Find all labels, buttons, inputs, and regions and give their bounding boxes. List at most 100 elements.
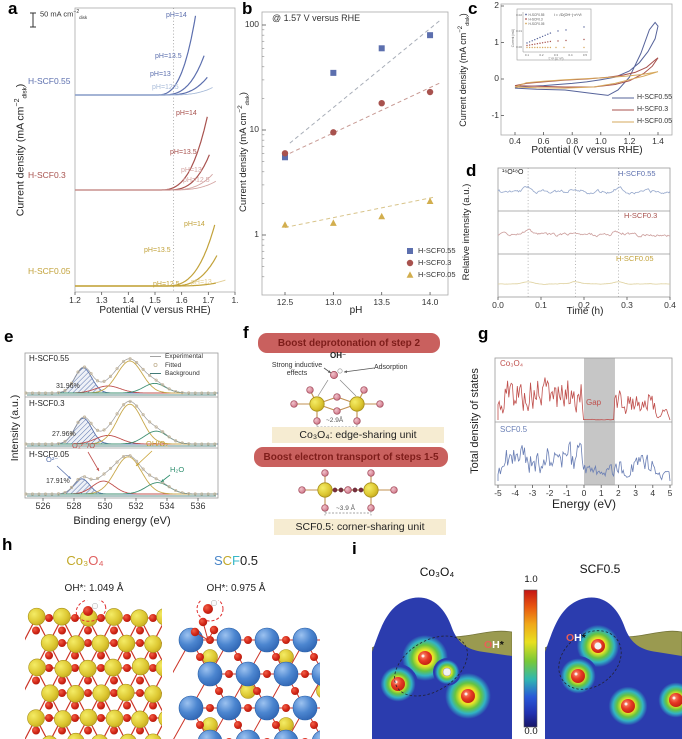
h-structure-scf05 — [173, 600, 320, 739]
i-oh-h-right: H — [574, 632, 582, 644]
g-x-tick-label: -5 — [494, 488, 502, 498]
g-x-tick-label: 3 — [633, 488, 638, 498]
inset-text: H-SCF0.3 — [529, 18, 543, 22]
scalebar-sub: disk — [79, 15, 88, 20]
g-x-tick-label: 4 — [650, 488, 656, 498]
a-series-label-scf005: H-SCF0.05 — [28, 266, 71, 276]
f-caption1-formula: Co₃O₄ — [299, 429, 330, 441]
inset-text: H-SCF0.55 — [529, 13, 545, 17]
b-ylabel-pre: Current density (mA cm — [238, 112, 250, 212]
f-distance-1: ~2.9Å — [326, 417, 344, 424]
e-legend-background: Background — [165, 370, 200, 377]
panel-label-f: f — [243, 323, 249, 342]
c-legend-item-scf005: H-SCF0.05 — [637, 118, 673, 125]
inset-text: t⁻¹/² (s⁻¹/²) — [549, 57, 564, 61]
e-subpanel-label-scf03: H-SCF0.3 — [29, 399, 65, 408]
c-ylabel-post: ) — [458, 13, 468, 17]
e-percent-scf005: 17.91% — [46, 478, 70, 485]
panel-d-plot — [497, 167, 671, 300]
i-oh-star-right: * — [581, 632, 586, 644]
f-banner-deprotonation: Boost deprotonation of step 2 — [258, 333, 440, 353]
a-x-tick-label: 1. — [231, 295, 239, 305]
inset-text: 0.2 — [539, 53, 544, 57]
i-oh-label-right: OH* — [566, 632, 586, 644]
g-x-tick-label: -4 — [511, 488, 519, 498]
c-ylabel-sub: disk — [464, 16, 471, 26]
e-x-tick-label: 536 — [190, 501, 206, 511]
a-ylabel-sup: −2 — [13, 98, 21, 107]
i-oh-label-left: OH* — [484, 639, 504, 651]
i-oh-h-left: H — [492, 639, 500, 651]
panel-label-d: d — [466, 161, 477, 180]
c-x-tick-label: 0.8 — [566, 136, 579, 146]
g-series-label-co3o4: Co₃O₄ — [500, 359, 523, 368]
e-peak-label-peroxide: O₂²⁻/O⁻ — [72, 441, 100, 450]
i-oh-star-left: * — [499, 639, 504, 651]
d-x-tick-label: 0.4 — [664, 300, 676, 310]
c-ylabel-pre: Current density (mA cm — [458, 32, 468, 127]
c-y-tick-label: 0 — [494, 73, 499, 83]
c-x-tick-label: 1.2 — [623, 136, 636, 146]
h-title-o-part: O₄ — [88, 553, 104, 568]
h-title-co-part: Co₃ — [66, 553, 89, 568]
d-x-tick-label: 0.2 — [578, 300, 590, 310]
h-title-f-part: F — [232, 553, 240, 568]
e-x-tick-label: 526 — [35, 501, 51, 511]
a-series-label-scf03: H-SCF0.3 — [28, 170, 66, 180]
a-ph-label: pH=14 — [176, 110, 197, 117]
panel-e-plot — [24, 352, 219, 501]
panel-c-plot — [500, 3, 673, 136]
f-oh-label: OH⁻ — [330, 351, 347, 360]
h-bond-co3o4: OH*: 1.049 Å — [64, 583, 124, 594]
h-title-c-part: C — [222, 553, 233, 568]
b-x-tick-label: 13.0 — [325, 297, 342, 307]
e-x-tick-label: 532 — [128, 501, 144, 511]
b-ylabel-sup: −2 — [237, 105, 244, 113]
scalebar-sup: −2 — [73, 9, 80, 15]
inset-text: H-SCF0.05 — [529, 22, 545, 26]
inset-text: 0.00 — [516, 45, 522, 49]
f-note-adsorption: Adsorption — [374, 364, 408, 371]
a-ph-label: pH=12.5 — [152, 84, 179, 91]
a-ph-label: pH=13 — [181, 167, 202, 174]
e-xlabel: Binding energy (eV) — [73, 515, 171, 527]
e-x-tick-label: 530 — [97, 501, 113, 511]
c-ylabel-sup: −2 — [457, 25, 464, 33]
h-structure-co3o4 — [25, 600, 162, 739]
i-oh-o-right: O — [566, 632, 575, 644]
i-colorbar-max: 1.0 — [524, 574, 538, 585]
g-x-tick-label: 0 — [581, 488, 587, 498]
d-trace-label-scf03: H-SCF0.3 — [624, 211, 658, 220]
b-y-tick-label: 100 — [244, 19, 259, 29]
e-percent-scf055: 31.96% — [56, 383, 80, 390]
a-ph-label: pH=13.5 — [155, 53, 182, 60]
inset-text: 0.01 — [516, 29, 522, 33]
a-x-tick-label: 1.6 — [175, 295, 188, 305]
d-ylabel: Relative intensity (a.u.) — [461, 183, 472, 281]
a-x-tick-label: 1.2 — [69, 295, 81, 305]
g-xlabel: Energy (eV) — [551, 497, 617, 511]
a-series-label-scf055: H-SCF0.55 — [28, 76, 71, 86]
d-trace-label-scf055: H-SCF0.55 — [618, 169, 656, 178]
a-ph-label: pH=12.5 — [153, 281, 180, 288]
e-subpanel-label-scf055: H-SCF0.55 — [29, 354, 70, 363]
inset-text: i = √D(OH⁻)·c*/√t — [554, 13, 582, 17]
scalebar-text: 50 mA cm — [40, 9, 74, 19]
g-ylabel: Total density of states — [469, 368, 481, 474]
f-note-inductive: Strong inductive effects — [271, 362, 323, 377]
b-title: @ 1.57 V versus RHE — [272, 13, 361, 23]
a-ylabel-post: ) — [14, 83, 27, 88]
panel-label-c: c — [468, 0, 478, 18]
a-ylabel-sub: disk — [21, 87, 29, 99]
panel-a-plot — [30, 7, 236, 295]
g-series-label-scf05: SCF0.5 — [500, 425, 528, 434]
c-y-tick-label: -1 — [491, 109, 499, 120]
e-peak-label-lattice: O²⁻ — [46, 455, 59, 464]
c-legend-item-scf03: H-SCF0.3 — [637, 106, 669, 113]
e-legend-fitted: Fitted — [165, 361, 182, 369]
g-x-tick-label: -2 — [545, 488, 554, 498]
i-colorbar-min: 0.0 — [524, 726, 538, 737]
b-legend-item-scf03: H-SCF0.3 — [418, 258, 452, 267]
e-peak-label-water: H₂O — [170, 465, 185, 474]
